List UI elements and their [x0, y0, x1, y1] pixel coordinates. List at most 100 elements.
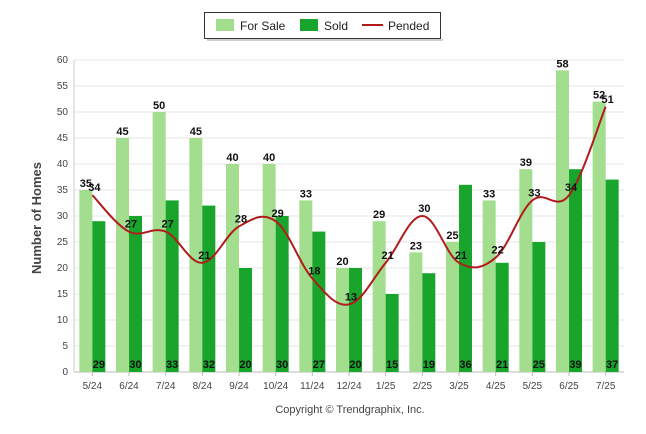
x-tick-label-3/25: 3/25	[449, 381, 469, 392]
label-for-sale-9/24: 40	[226, 152, 238, 164]
x-tick-label-7/24: 7/24	[156, 381, 176, 392]
bar-for-sale-4/25	[482, 200, 496, 372]
y-tick-label-30: 30	[57, 211, 69, 222]
x-tick-label-9/24: 9/24	[229, 381, 249, 392]
label-pended-6/24: 27	[125, 219, 137, 231]
x-tick-label-10/24: 10/24	[263, 381, 288, 392]
legend-swatch-sold	[300, 19, 318, 31]
x-tick-label-6/25: 6/25	[559, 381, 579, 392]
bar-sold-7/24	[165, 200, 179, 372]
label-pended-7/24: 27	[162, 219, 174, 231]
label-for-sale-7/25: 52	[593, 90, 605, 102]
bar-sold-5/24	[92, 221, 106, 372]
bar-for-sale-6/25	[556, 70, 569, 373]
bar-for-sale-12/24	[336, 268, 349, 372]
bar-sold-5/25	[532, 242, 546, 372]
label-for-sale-7/24: 50	[153, 100, 165, 112]
data-labels: 35 29 45 30 50 33 45 32 40 20 40 30 33 27 20 20 29 15 23 19…	[80, 58, 619, 371]
label-pended-7/25: 51	[602, 94, 614, 106]
bar-sold-11/24	[312, 231, 326, 372]
label-sold-6/25: 39	[569, 359, 581, 371]
label-for-sale-6/25: 58	[556, 58, 568, 70]
y-tick-label-15: 15	[57, 289, 69, 300]
y-tick-label-60: 60	[57, 55, 69, 66]
x-tick-label-7/25: 7/25	[596, 381, 616, 392]
label-for-sale-2/25: 23	[410, 240, 422, 252]
y-tick-label-50: 50	[57, 107, 69, 118]
y-tick-label-35: 35	[57, 185, 69, 196]
label-sold-7/25: 37	[606, 359, 618, 371]
label-for-sale-6/24: 45	[116, 126, 128, 138]
bar-for-sale-5/24	[79, 190, 93, 372]
x-tick-label-8/24: 8/24	[193, 381, 213, 392]
x-tick-label-5/25: 5/25	[523, 381, 543, 392]
bar-for-sale-7/25	[592, 101, 606, 372]
label-pended-5/24: 34	[88, 182, 101, 194]
label-sold-3/25: 36	[459, 359, 471, 371]
legend: For Sale Sold Pended	[204, 12, 443, 41]
y-tick-label-5: 5	[62, 341, 68, 352]
label-pended-1/25: 21	[382, 250, 394, 262]
bar-sold-6/24	[129, 216, 142, 372]
bar-sold-2/25	[422, 273, 436, 372]
label-pended-2/25: 30	[418, 203, 430, 215]
bar-sold-6/25	[569, 169, 582, 372]
bar-for-sale-5/25	[519, 169, 533, 372]
label-sold-1/25: 15	[386, 359, 398, 371]
label-sold-5/24: 29	[93, 359, 105, 371]
bar-for-sale-7/24	[152, 112, 166, 372]
bar-for-sale-6/24	[116, 138, 129, 372]
y-tick-label-10: 10	[57, 315, 69, 326]
label-pended-4/25: 22	[492, 245, 504, 257]
y-tick-label-45: 45	[57, 133, 69, 144]
label-sold-9/24: 20	[239, 359, 251, 371]
label-for-sale-8/24: 45	[190, 126, 202, 138]
label-pended-10/24: 29	[272, 208, 284, 220]
label-sold-8/24: 32	[203, 359, 215, 371]
x-tick-label-11/24: 11/24	[300, 381, 325, 392]
pended-line	[91, 106, 607, 306]
label-sold-12/24: 20	[349, 359, 361, 371]
label-for-sale-5/24: 35	[80, 178, 92, 190]
y-tick-label-40: 40	[57, 159, 69, 170]
x-tick-label-5/24: 5/24	[83, 381, 103, 392]
label-pended-8/24: 21	[198, 250, 210, 262]
legend-label-pended: Pended	[388, 19, 429, 33]
label-for-sale-3/25: 25	[446, 230, 458, 242]
x-tick-label-6/24: 6/24	[119, 381, 139, 392]
x-tick-label-4/25: 4/25	[486, 381, 506, 392]
label-pended-11/24: 18	[308, 265, 320, 277]
legend-swatch-for-sale	[216, 19, 234, 31]
label-for-sale-10/24: 40	[263, 152, 275, 164]
axes: 0 5 10 15 20 25 30 35 40 45 50 55 60 5/24 6/24 7/24 8/24…	[57, 55, 624, 392]
label-for-sale-5/25: 39	[520, 157, 532, 169]
label-sold-7/24: 33	[166, 359, 178, 371]
y-tick-label-20: 20	[57, 263, 69, 274]
copyright-text: Copyright © Trendgraphix, Inc.	[275, 404, 424, 416]
bar-sold-8/24	[202, 205, 216, 372]
legend-label-sold: Sold	[324, 19, 348, 33]
x-tick-label-12/24: 12/24	[336, 381, 361, 392]
bars	[79, 70, 619, 373]
x-tick-label-2/25: 2/25	[413, 381, 433, 392]
label-sold-11/24: 27	[313, 359, 325, 371]
y-tick-label-0: 0	[62, 367, 68, 378]
bar-sold-3/25	[459, 184, 472, 372]
label-for-sale-1/25: 29	[373, 209, 385, 221]
y-tick-label-55: 55	[57, 81, 69, 92]
label-for-sale-4/25: 33	[483, 188, 495, 200]
legend-label-for-sale: For Sale	[240, 19, 286, 33]
bar-for-sale-9/24	[226, 164, 239, 372]
label-sold-5/25: 25	[533, 359, 545, 371]
bar-for-sale-8/24	[189, 138, 203, 372]
y-axis-title: Number of Homes	[29, 162, 44, 274]
legend-box	[204, 12, 441, 39]
label-sold-4/25: 21	[496, 359, 508, 371]
y-tick-label-25: 25	[57, 237, 69, 248]
bar-for-sale-3/25	[446, 242, 459, 372]
label-for-sale-12/24: 20	[336, 256, 348, 268]
x-tick-label-1/25: 1/25	[376, 381, 396, 392]
label-sold-10/24: 30	[276, 359, 288, 371]
